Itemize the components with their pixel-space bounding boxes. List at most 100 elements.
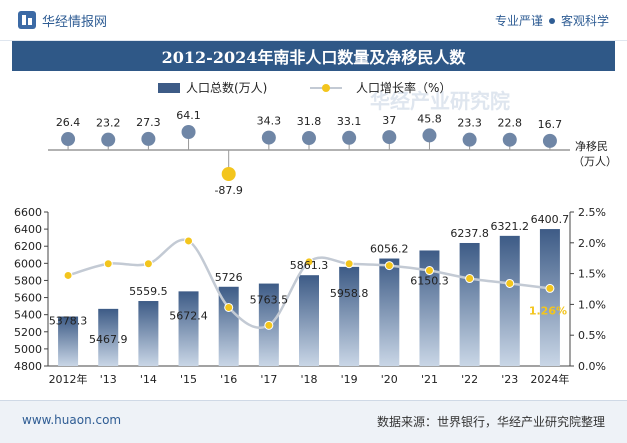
migration-dot [342, 130, 357, 145]
population-label: 6150.3 [410, 274, 449, 287]
population-bar [499, 235, 520, 366]
y-left-tick-label: 4800 [14, 360, 42, 373]
x-tick-label: '23 [501, 373, 518, 386]
population-bar [218, 286, 239, 366]
migration-label: 16.7 [538, 118, 563, 131]
migration-label: 23.2 [96, 117, 121, 130]
population-bar [419, 250, 440, 366]
y-left-tick-label: 6600 [14, 206, 42, 219]
population-bar [299, 275, 319, 366]
x-tick-label: '16 [220, 373, 237, 386]
watermark-text: 华经产业研究院 [370, 89, 510, 113]
migration-label: 64.1 [176, 109, 201, 122]
migration-dot [502, 132, 517, 147]
y-right-tick-label: 1.0% [578, 298, 606, 311]
growth-rate-marker [264, 320, 274, 330]
chart-title: 2012-2024年南非人口数量及净移民人数 [12, 41, 615, 71]
net-migration-strip: 26.4 23.2 27.3 64.1 -87.9 34.3 31.8 33.1 37 45.8 2… [48, 109, 617, 197]
y-right-tick-label: 2.0% [578, 237, 606, 250]
growth-rate-marker [224, 302, 234, 312]
migration-dot [462, 132, 477, 147]
migration-dot [302, 131, 316, 146]
population-label: 5378.3 [49, 315, 88, 328]
population-label: 5726 [215, 271, 243, 284]
growth-rate-marker [184, 236, 194, 246]
x-tick-label: '18 [300, 373, 317, 386]
migration-dot [101, 132, 116, 147]
migration-unit-sublabel: （万人） [573, 155, 617, 168]
top-bar: 华经情报网 专业严谨 客观科学 [0, 0, 627, 41]
growth-rate-marker [424, 266, 434, 276]
footer-source: 数据来源：世界银行，华经产业研究院整理 [376, 415, 605, 429]
migration-dot [181, 125, 196, 139]
legend-line-marker [322, 84, 330, 92]
population-label: 5958.8 [330, 287, 369, 300]
growth-rate-last-label: 1.26% [529, 304, 567, 317]
population-bar [379, 258, 400, 366]
growth-rate-marker [63, 270, 73, 280]
population-bar [178, 291, 199, 366]
x-tick-label: 2024年 [530, 372, 569, 386]
migration-label: 33.1 [337, 115, 362, 128]
migration-unit-label: 净移民 [575, 139, 608, 153]
growth-rate-marker [304, 257, 314, 267]
growth-rate-marker [143, 259, 153, 269]
population-bar [459, 242, 480, 366]
migration-dot [261, 130, 276, 145]
x-tick-label: '20 [381, 373, 398, 386]
migration-dot [61, 132, 76, 147]
y-right-tick-label: 2.5% [578, 206, 606, 219]
population-bar [339, 266, 360, 366]
migration-dot [422, 128, 437, 143]
migration-label: 34.3 [257, 115, 282, 128]
population-label: 5559.5 [129, 285, 168, 298]
population-bar [138, 301, 159, 366]
population-label: 5467.9 [89, 333, 128, 346]
x-tick-label: 2012年 [49, 372, 88, 386]
population-label: 5672.4 [169, 309, 208, 322]
migration-label: 22.8 [498, 117, 523, 130]
slogan-left: 专业严谨 [494, 14, 543, 28]
population-label: 6056.2 [370, 243, 409, 256]
population-bar [539, 229, 560, 366]
x-tick-label: '14 [140, 373, 157, 386]
migration-label: 45.8 [417, 112, 442, 125]
growth-rate-marker [465, 274, 475, 284]
y-left-tick-label: 5800 [14, 274, 42, 287]
legend: 人口总数(万人) 人口增长率（%） [158, 80, 451, 95]
y-left-tick-label: 5600 [14, 292, 42, 305]
migration-dot [141, 131, 156, 146]
growth-rate-marker [103, 259, 113, 269]
x-tick-label: '17 [260, 373, 277, 386]
migration-label: 31.8 [297, 115, 322, 128]
population-label: 6237.8 [450, 227, 489, 240]
x-tick-label: '22 [461, 373, 478, 386]
footer: www.huaon.com 数据来源：世界银行，华经产业研究院整理 [0, 400, 627, 443]
growth-rate-marker [545, 283, 555, 293]
migration-label: 26.4 [56, 116, 81, 129]
legend-line-label: 人口增长率（%） [356, 80, 451, 95]
y-left-tick-label: 6400 [14, 223, 42, 236]
migration-label: 23.3 [457, 117, 482, 130]
y-left-tick-label: 5200 [14, 326, 42, 339]
growth-rate-marker [344, 259, 354, 269]
y-right-tick-label: 0.5% [578, 329, 606, 342]
migration-label: -87.9 [214, 184, 242, 197]
y-right-tick-label: 0.0% [578, 360, 606, 373]
slogan: 专业严谨 客观科学 [495, 12, 609, 29]
migration-label: 37 [382, 114, 396, 127]
legend-bar-label: 人口总数(万人) [186, 80, 267, 95]
footer-website-link[interactable]: www.huaon.com [22, 413, 122, 427]
slogan-right: 客观科学 [560, 14, 609, 28]
growth-rate-marker [384, 261, 394, 271]
population-label: 6400.7 [531, 213, 570, 226]
x-tick-label: '15 [180, 373, 197, 386]
x-tick-label: '21 [421, 373, 438, 386]
migration-label: 27.3 [136, 116, 161, 129]
population-bar [58, 316, 79, 366]
brand[interactable]: 华经情报网 [18, 10, 107, 30]
migration-dot-negative [221, 167, 236, 181]
growth-rate-marker [505, 278, 515, 288]
